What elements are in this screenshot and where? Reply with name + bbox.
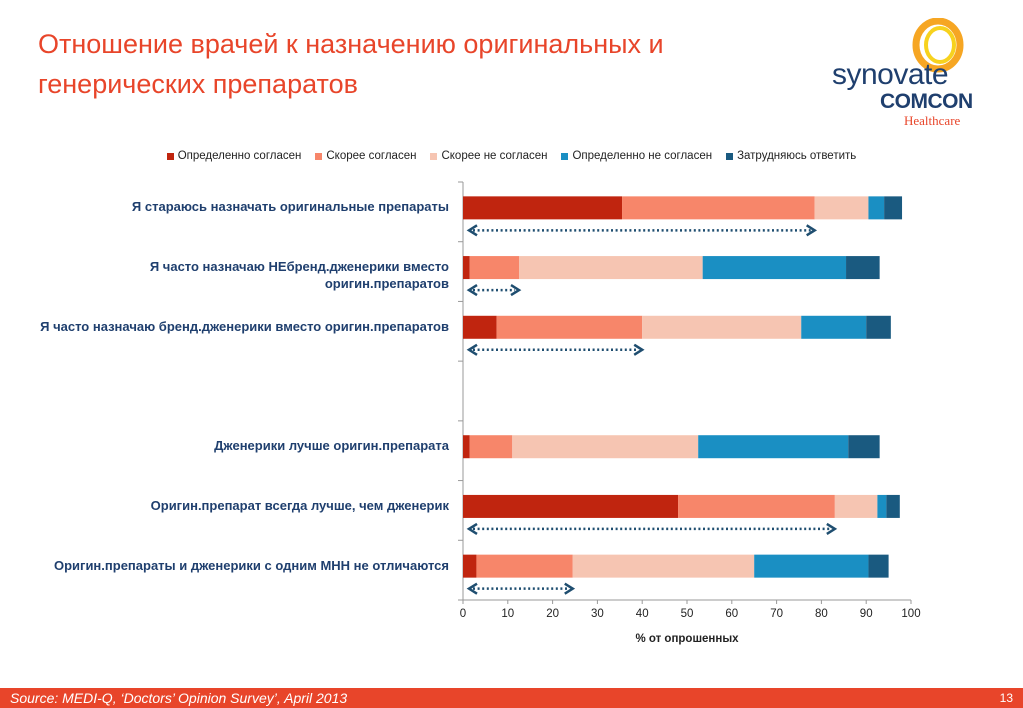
source-note: Source: MEDI-Q, ‘Doctors’ Opinion Survey… — [10, 690, 348, 706]
legend-item: Затрудняюсь ответить — [726, 150, 856, 162]
arrow-left-head — [466, 343, 478, 356]
bar-segment — [848, 435, 880, 459]
legend-label: Скорее согласен — [326, 150, 417, 162]
bar-segment — [463, 256, 470, 280]
legend-swatch — [561, 152, 569, 160]
bar-segment — [698, 435, 849, 459]
bar-segment — [642, 315, 802, 339]
bar-segment — [868, 554, 889, 578]
logo-word-healthcare: Healthcare — [904, 113, 961, 128]
chart-legend: Определенно согласен Скорее согласен Скоре… — [0, 150, 1023, 162]
bar-segment — [469, 256, 519, 280]
logo-word-comcon: COMCON — [880, 90, 973, 113]
x-tick-label: 80 — [815, 608, 828, 620]
bar-segment — [846, 256, 880, 280]
bar-segment — [463, 315, 497, 339]
arrow-right-head — [564, 582, 576, 595]
bar-segment — [801, 315, 867, 339]
bar-segment — [469, 435, 513, 459]
x-tick-label: 20 — [546, 608, 559, 620]
legend-swatch — [726, 152, 734, 160]
bar-segment — [754, 554, 869, 578]
bar-segment — [622, 196, 815, 220]
row-label: Дженерики лучше оригин.препарата — [214, 438, 449, 454]
legend-label: Определенно согласен — [177, 150, 302, 162]
logo-word-synovate: synovate — [832, 58, 949, 91]
legend-label: Затрудняюсь ответить — [737, 150, 857, 162]
bar-segment — [463, 494, 679, 518]
arrow-right-head — [633, 343, 645, 356]
bar-segment — [702, 256, 847, 280]
x-tick-label: 60 — [725, 608, 738, 620]
bar-segment — [884, 196, 903, 220]
bar-segment — [512, 435, 699, 459]
arrow-left-head — [466, 522, 478, 535]
bar-segment — [519, 256, 703, 280]
bar-segment — [886, 494, 900, 518]
legend-label: Скорее не согласен — [441, 150, 548, 162]
page-number: 13 — [999, 691, 1013, 705]
x-tick-label: 50 — [681, 608, 694, 620]
bar-segment — [834, 494, 878, 518]
row-label: Я часто назначаю бренд.дженерики вместо … — [40, 318, 449, 334]
x-tick-label: 90 — [860, 608, 873, 620]
bar-segment — [463, 196, 623, 220]
x-tick-label: 70 — [770, 608, 783, 620]
x-tick-label: 10 — [501, 608, 514, 620]
row-label: Я часто назначаю НЕбренд.дженерики вмест… — [149, 259, 449, 292]
legend-swatch — [315, 152, 323, 160]
bar-segment — [463, 435, 470, 459]
x-tick-label: 40 — [636, 608, 649, 620]
x-axis-label: % от опрошенных — [635, 633, 739, 645]
legend-swatch — [166, 152, 174, 160]
footer-bar: Source: MEDI-Q, ‘Doctors’ Opinion Survey… — [0, 688, 1023, 708]
arrow-left-head — [466, 582, 478, 595]
arrow-right-head — [806, 224, 818, 237]
legend-item: Определенно согласен — [166, 150, 302, 162]
row-label: Оригин.препарат всегда лучше, чем дженер… — [150, 497, 449, 513]
bar-segment — [496, 315, 643, 339]
bar-segment — [877, 494, 887, 518]
arrow-left-head — [466, 224, 478, 237]
synovate-logo: synovate COMCON Healthcare — [826, 18, 996, 128]
x-tick-label: 0 — [460, 608, 466, 620]
x-tick-label: 100 — [901, 608, 920, 620]
legend-item: Скорее не согласен — [430, 150, 547, 162]
arrow-right-head — [826, 522, 838, 535]
x-tick-label: 30 — [591, 608, 604, 620]
legend-swatch — [430, 152, 438, 160]
row-label: Оригин.препараты и дженерики с одним МНН… — [53, 557, 449, 573]
legend-item: Определенно не согласен — [561, 150, 712, 162]
bar-segment — [572, 554, 755, 578]
bar-segment — [476, 554, 573, 578]
bar-segment — [814, 196, 869, 220]
stacked-bar-chart: 0 10 20 30 40 50 60 70 80 90 100 — [458, 181, 921, 620]
legend-label: Определенно не согласен — [572, 150, 713, 162]
bar-segment — [463, 554, 477, 578]
arrow-right-head — [510, 284, 522, 297]
row-label: Я стараюсь назначать оригинальные препар… — [131, 199, 449, 215]
legend-item: Скорее согласен — [315, 150, 416, 162]
arrow-left-head — [466, 284, 478, 297]
logo-ring-icon — [912, 18, 964, 73]
slide-title: Отношение врачей к назначению оригинальн… — [38, 29, 664, 99]
bar-segment — [868, 196, 885, 220]
bar-segment — [866, 315, 891, 339]
bar-segment — [678, 494, 835, 518]
